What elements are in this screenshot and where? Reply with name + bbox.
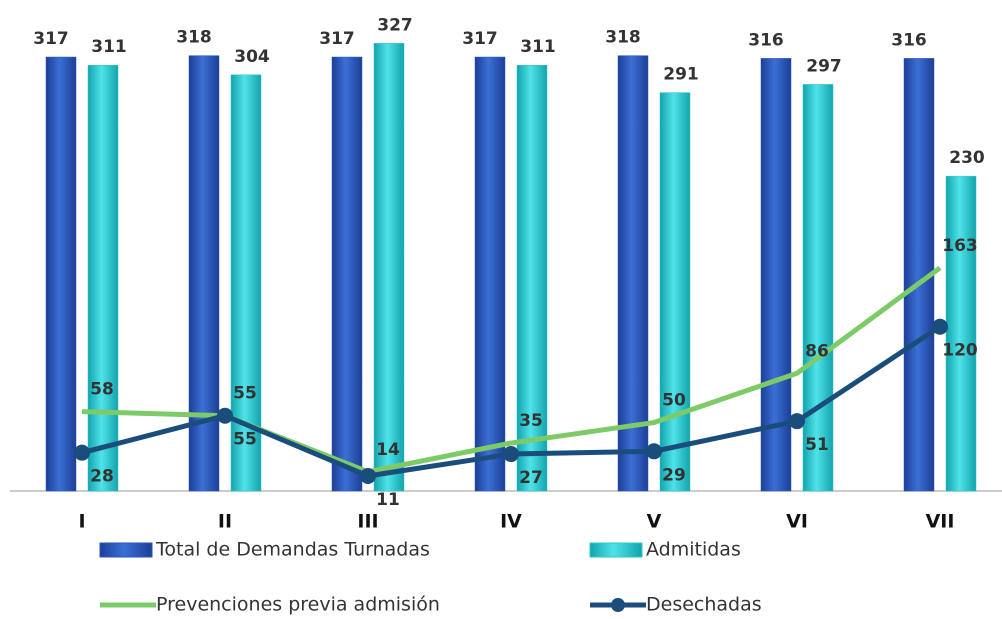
value-label: 163 xyxy=(942,236,978,256)
value-label: 316 xyxy=(748,30,784,50)
value-label: 55 xyxy=(233,430,257,450)
value-label: 230 xyxy=(949,148,985,168)
x-tick-label: II xyxy=(218,511,232,533)
value-label: 311 xyxy=(91,37,127,57)
legend-label: Admitidas xyxy=(646,539,741,561)
value-label: 317 xyxy=(462,29,498,49)
value-label: 28 xyxy=(90,467,114,487)
value-label: 27 xyxy=(519,468,543,488)
legend-label: Total de Demandas Turnadas xyxy=(155,539,430,561)
value-label: 318 xyxy=(605,28,641,48)
point xyxy=(217,407,233,424)
legend-swatch xyxy=(99,542,153,558)
legend-label: Desechadas xyxy=(646,594,762,616)
bar xyxy=(331,56,363,492)
point xyxy=(646,443,662,460)
value-label: 14 xyxy=(376,440,400,460)
legend-label: Prevenciones previa admisión xyxy=(156,594,440,616)
x-tick-label: III xyxy=(357,511,378,533)
bar xyxy=(945,175,977,492)
bar xyxy=(617,55,649,492)
value-label: 318 xyxy=(176,28,212,48)
value-label: 120 xyxy=(942,341,978,361)
value-label: 291 xyxy=(663,65,699,85)
value-label: 55 xyxy=(233,384,257,404)
bar xyxy=(373,43,405,492)
point xyxy=(360,467,376,484)
value-label: 317 xyxy=(33,29,69,49)
bar xyxy=(802,84,834,492)
x-tick-label: IV xyxy=(500,511,522,533)
x-tick-label: V xyxy=(647,511,662,533)
value-label: 304 xyxy=(234,47,270,67)
value-label: 11 xyxy=(376,490,400,510)
x-tick-label: I xyxy=(78,511,85,533)
legend-marker xyxy=(611,598,625,612)
bar xyxy=(87,64,119,492)
bar xyxy=(760,58,792,492)
bar xyxy=(516,64,548,492)
point xyxy=(932,318,948,335)
value-label: 316 xyxy=(891,30,927,50)
bar xyxy=(659,92,691,492)
value-label: 58 xyxy=(90,380,114,400)
x-tick-label: VII xyxy=(926,511,955,533)
point xyxy=(503,446,519,463)
value-label: 311 xyxy=(520,37,556,57)
value-label: 51 xyxy=(805,435,829,455)
value-label: 50 xyxy=(662,391,686,411)
legend-swatch xyxy=(589,542,643,558)
value-label: 317 xyxy=(319,29,355,49)
x-tick-label: VI xyxy=(786,511,808,533)
bar xyxy=(474,56,506,492)
point xyxy=(74,444,90,461)
value-label: 297 xyxy=(806,56,842,76)
point xyxy=(789,413,805,430)
value-label: 35 xyxy=(519,411,543,431)
bar xyxy=(45,56,77,492)
value-label: 29 xyxy=(662,465,686,485)
value-label: 86 xyxy=(805,341,829,361)
value-label: 327 xyxy=(377,15,413,35)
